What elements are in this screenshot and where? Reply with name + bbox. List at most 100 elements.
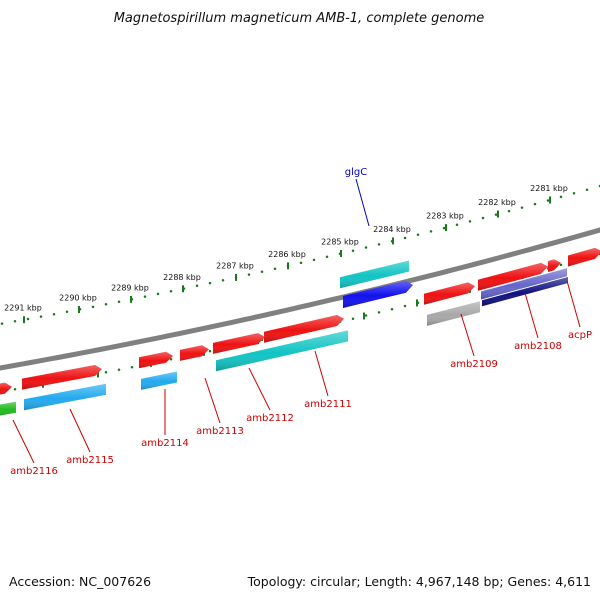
gene-arrow[interactable] (427, 301, 480, 326)
gene-arrow[interactable] (216, 330, 348, 372)
track-dot (208, 281, 212, 285)
gene-arrow-shade (482, 277, 568, 307)
gene-label-amb2113[interactable]: amb2113 (196, 377, 244, 437)
tick-label: 2291 kbp (4, 304, 42, 313)
gene-label-text: amb2114 (141, 438, 189, 449)
tick-label: 2286 kbp (268, 250, 306, 259)
track-dot (481, 216, 485, 220)
gene-arrow-shade (24, 383, 106, 411)
gene-arrow[interactable] (424, 282, 475, 305)
gene-label-acpP[interactable]: acpP (566, 280, 592, 341)
leader-line (69, 408, 91, 453)
gene-arrow[interactable] (343, 280, 413, 308)
gene-label-text: acpP (568, 330, 592, 341)
gene-arrow[interactable] (180, 345, 209, 361)
gene-label-text: amb2111 (304, 399, 352, 410)
gene-label-text: amb2116 (10, 466, 58, 477)
gene-arrow-shade (427, 301, 480, 326)
gene-label-glgC[interactable]: glgC (345, 167, 370, 227)
gene-arrow[interactable] (0, 382, 12, 396)
gene-arrow[interactable] (22, 365, 102, 390)
gene-arrow-shade (0, 401, 16, 416)
gene-arrow[interactable] (568, 247, 600, 267)
gene-arrow[interactable] (0, 401, 16, 416)
leader-line (355, 178, 370, 227)
track-dot (104, 371, 108, 374)
gene-arrow-shade (0, 382, 12, 395)
track-dot (572, 192, 576, 195)
track-dot (585, 188, 589, 191)
topology-text: Topology: circular; Length: 4,967,148 bp… (247, 574, 591, 589)
gene-arrow[interactable] (141, 371, 177, 390)
track-dot (468, 220, 472, 223)
track-dot (117, 368, 121, 372)
map-title: Magnetospirillum magneticum AMB-1, compl… (114, 11, 485, 26)
gene-label-amb2108[interactable]: amb2108 (514, 292, 562, 352)
track-dot (156, 292, 160, 296)
track-dot (377, 311, 381, 314)
gene-arrow[interactable] (213, 333, 265, 354)
gene-arrow[interactable] (548, 259, 561, 272)
gene-label-amb2109[interactable]: amb2109 (450, 313, 498, 370)
gene-arrow-shade (424, 282, 475, 305)
gene-label-amb2111[interactable]: amb2111 (304, 350, 352, 410)
gene-label-amb2114[interactable]: amb2114 (141, 389, 189, 449)
tick-label: 2285 kbp (321, 238, 359, 247)
genome-backbone (0, 227, 600, 371)
gene-arrow-shade (568, 247, 600, 267)
gene-arrow-shade (481, 268, 567, 300)
track-dot (533, 202, 537, 206)
leader-line (12, 419, 35, 464)
tick-label: 2288 kbp (163, 273, 201, 282)
gene-arrow[interactable] (482, 277, 568, 307)
tick-label: 2289 kbp (111, 283, 149, 292)
coordinate-track: 2291 kbp 2290 kbp 2289 kbp 2288 kbp 2287 kbp… (0, 184, 600, 325)
leader-line (460, 313, 475, 357)
gene-label-text: amb2115 (66, 455, 114, 466)
gene-label-amb2112[interactable]: amb2112 (246, 367, 294, 424)
gene-arrow[interactable] (478, 262, 548, 291)
track-dot (429, 230, 433, 233)
gene-arrow[interactable] (139, 351, 173, 369)
gene-label-amb2115[interactable]: amb2115 (66, 408, 114, 466)
track-dot (559, 263, 563, 267)
tick-label: 2284 kbp (373, 225, 411, 234)
track-dot (364, 314, 368, 317)
gene-arrow-shade (216, 330, 348, 372)
track-dot (507, 209, 511, 213)
track-dot (0, 322, 4, 325)
leader-line (524, 292, 539, 339)
gene-label-amb2116[interactable]: amb2116 (10, 419, 58, 477)
gene-arrow[interactable] (481, 268, 567, 300)
tick-label: 2282 kbp (478, 198, 516, 207)
track-dot (455, 223, 459, 227)
track-dot (221, 279, 225, 282)
leader-line (314, 350, 329, 397)
gene-arrow-shade (213, 333, 265, 354)
gene-arrow-shade (343, 280, 413, 308)
accession-text: Accession: NC_007626 (9, 574, 151, 589)
track-dot (169, 358, 173, 361)
track-dot (195, 284, 199, 288)
gene-arrow[interactable] (24, 383, 106, 411)
track-dot (130, 365, 134, 369)
gene-arrow-shade (548, 259, 561, 272)
track-dot (351, 249, 355, 252)
track-dot (325, 255, 329, 259)
gene-arrow-shade (180, 345, 209, 361)
track-dot (494, 213, 498, 216)
track-dot (247, 273, 251, 276)
gene-arrow[interactable] (340, 260, 409, 289)
gene-arrow-shade (141, 371, 177, 390)
tick-label: 2287 kbp (216, 262, 254, 271)
gene-label-text: glgC (345, 167, 367, 178)
track-dot (312, 258, 316, 262)
track-dot (52, 312, 56, 316)
track-dot (26, 317, 30, 321)
gene-label-text: amb2113 (196, 426, 244, 437)
gene-arrow[interactable] (264, 315, 344, 343)
track-dot (104, 303, 108, 306)
gene-arrow-shade (22, 365, 102, 390)
leader-line (566, 280, 581, 328)
